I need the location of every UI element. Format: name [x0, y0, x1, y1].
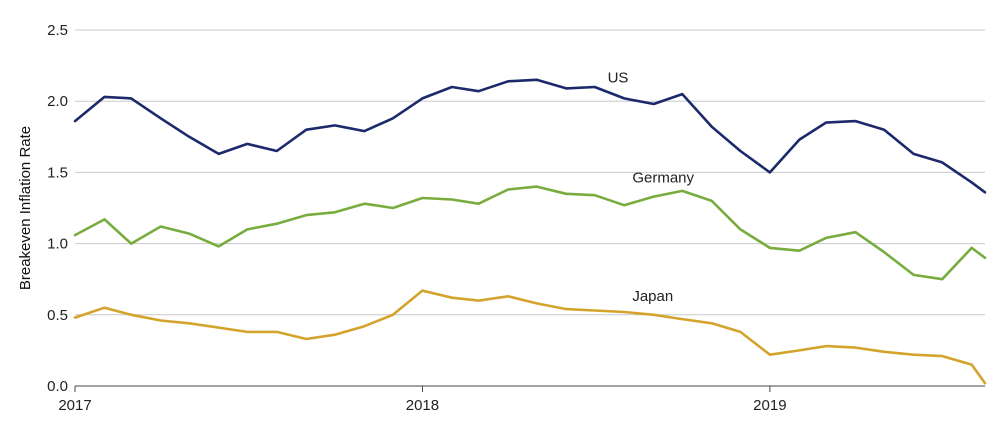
- y-tick-label: 1.0: [47, 236, 68, 253]
- series-label-japan: Japan: [632, 288, 673, 305]
- axes: [74, 385, 985, 392]
- series-lines: [73, 78, 987, 385]
- x-tick-label: 2018: [406, 397, 439, 414]
- y-tick-label: 2.0: [47, 93, 68, 110]
- tick-labels: 0.0 0.5 1.0 1.5 2.0 2.5 2017 2018 2019 US Germany J…: [47, 22, 786, 414]
- series-line-us: [73, 78, 987, 194]
- y-tick-label: 1.5: [47, 164, 68, 181]
- y-tick-label: 0.0: [47, 378, 68, 395]
- series-line-germany: [73, 185, 987, 281]
- x-tick-label: 2019: [753, 397, 786, 414]
- gridlines: [75, 29, 985, 316]
- y-axis-title: Breakeven Inflation Rate: [17, 126, 34, 290]
- series-label-germany: Germany: [632, 170, 694, 187]
- y-tick-label: 0.5: [47, 307, 68, 324]
- series-label-us: US: [608, 69, 629, 86]
- y-tick-label: 2.5: [47, 22, 68, 39]
- series-line-japan: [73, 289, 987, 385]
- x-tick-label: 2017: [58, 397, 91, 414]
